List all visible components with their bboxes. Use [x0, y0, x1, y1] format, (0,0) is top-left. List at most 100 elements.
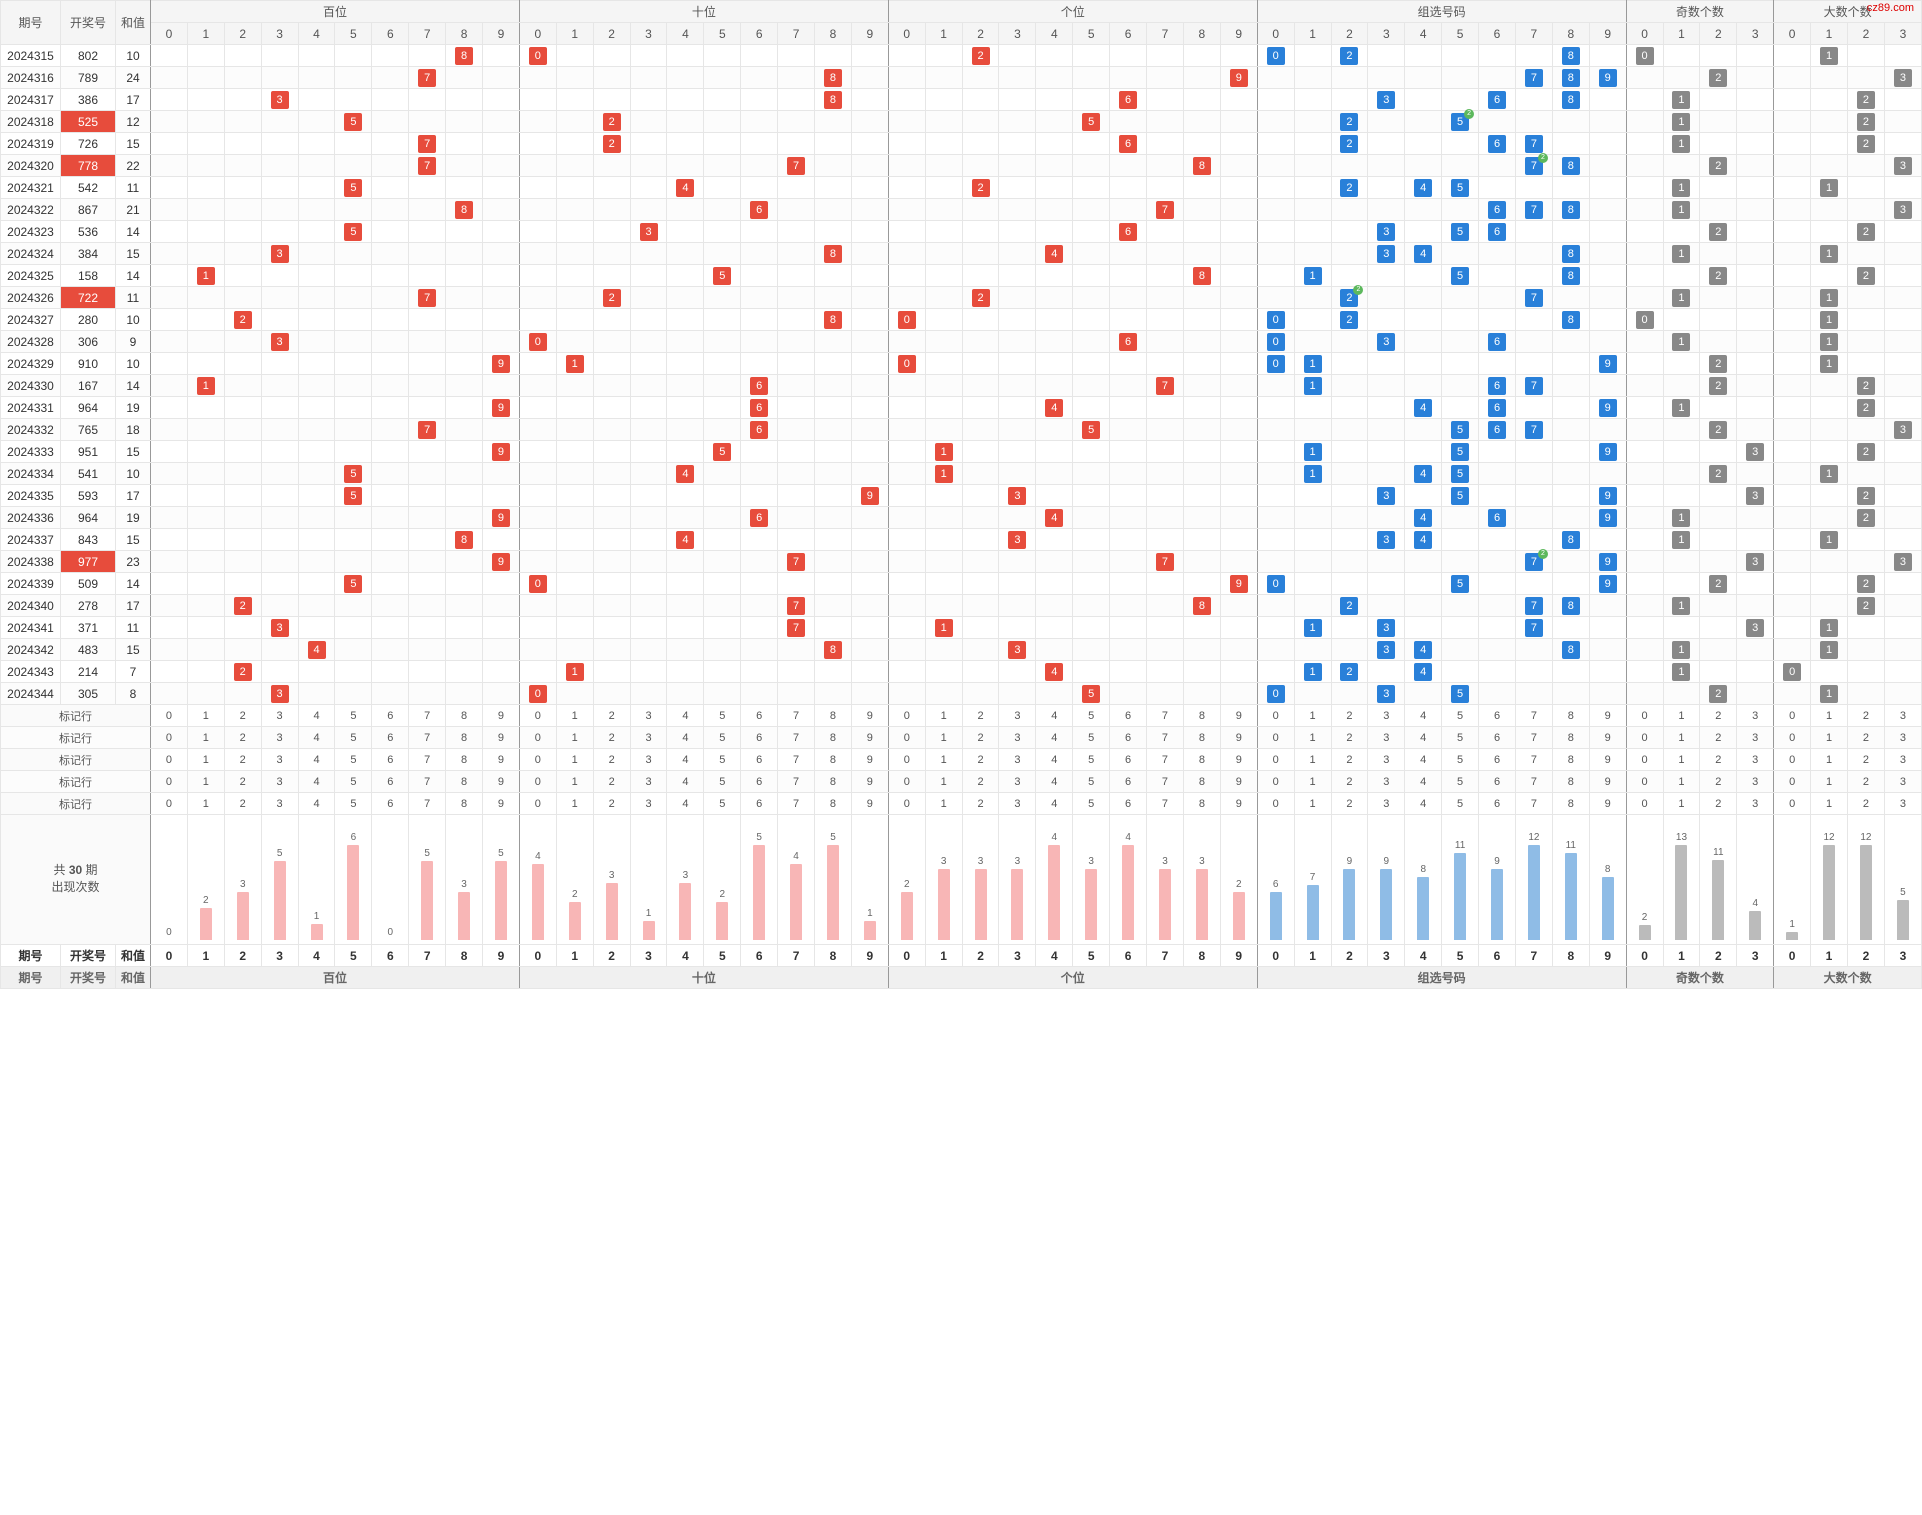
mark-cell[interactable]: 9	[851, 793, 888, 815]
mark-cell[interactable]: 3	[1884, 793, 1921, 815]
mark-cell[interactable]: 4	[298, 749, 335, 771]
mark-cell[interactable]: 2	[962, 771, 999, 793]
mark-cell[interactable]: 9	[1220, 771, 1257, 793]
mark-cell[interactable]: 3	[630, 793, 667, 815]
mark-cell[interactable]: 0	[151, 727, 188, 749]
mark-cell[interactable]: 5	[1073, 749, 1110, 771]
mark-cell[interactable]: 2	[593, 749, 630, 771]
mark-cell[interactable]: 5	[704, 749, 741, 771]
mark-cell[interactable]: 1	[925, 749, 962, 771]
mark-cell[interactable]: 5	[1442, 771, 1479, 793]
mark-cell[interactable]: 4	[667, 705, 704, 727]
mark-cell[interactable]: 8	[815, 793, 852, 815]
mark-cell[interactable]: 6	[741, 705, 778, 727]
mark-cell[interactable]: 4	[667, 749, 704, 771]
mark-cell[interactable]: 2	[1331, 793, 1368, 815]
mark-cell[interactable]: 8	[815, 771, 852, 793]
mark-cell[interactable]: 2	[1700, 749, 1737, 771]
mark-cell[interactable]: 6	[1479, 771, 1516, 793]
mark-cell[interactable]: 7	[778, 727, 815, 749]
mark-cell[interactable]: 2	[1331, 727, 1368, 749]
mark-cell[interactable]: 1	[556, 793, 593, 815]
mark-cell[interactable]: 0	[151, 793, 188, 815]
mark-cell[interactable]: 3	[1737, 771, 1774, 793]
mark-cell[interactable]: 0	[519, 705, 556, 727]
mark-cell[interactable]: 6	[372, 771, 409, 793]
mark-cell[interactable]: 9	[483, 793, 520, 815]
mark-cell[interactable]: 3	[630, 705, 667, 727]
mark-cell[interactable]: 6	[1110, 727, 1147, 749]
mark-cell[interactable]: 5	[1442, 727, 1479, 749]
mark-cell[interactable]: 6	[1110, 771, 1147, 793]
mark-cell[interactable]: 9	[1589, 793, 1626, 815]
mark-cell[interactable]: 8	[446, 793, 483, 815]
mark-cell[interactable]: 1	[1294, 705, 1331, 727]
mark-cell[interactable]: 4	[298, 705, 335, 727]
mark-cell[interactable]: 5	[1073, 771, 1110, 793]
mark-cell[interactable]: 2	[224, 771, 261, 793]
mark-cell[interactable]: 0	[1774, 705, 1811, 727]
mark-cell[interactable]: 8	[815, 705, 852, 727]
mark-cell[interactable]: 7	[409, 727, 446, 749]
mark-cell[interactable]: 0	[519, 749, 556, 771]
mark-cell[interactable]: 6	[372, 793, 409, 815]
mark-cell[interactable]: 5	[335, 705, 372, 727]
mark-cell[interactable]: 6	[1110, 705, 1147, 727]
mark-cell[interactable]: 0	[1774, 727, 1811, 749]
mark-cell[interactable]: 9	[1589, 705, 1626, 727]
mark-cell[interactable]: 0	[888, 705, 925, 727]
mark-cell[interactable]: 3	[1737, 705, 1774, 727]
mark-cell[interactable]: 6	[1479, 705, 1516, 727]
mark-cell[interactable]: 8	[446, 771, 483, 793]
mark-cell[interactable]: 0	[1774, 771, 1811, 793]
mark-cell[interactable]: 8	[1183, 771, 1220, 793]
mark-cell[interactable]: 6	[1110, 793, 1147, 815]
mark-cell[interactable]: 0	[1626, 727, 1663, 749]
mark-cell[interactable]: 9	[851, 727, 888, 749]
mark-cell[interactable]: 7	[1147, 771, 1184, 793]
mark-cell[interactable]: 9	[1589, 771, 1626, 793]
mark-cell[interactable]: 1	[1811, 705, 1848, 727]
mark-cell[interactable]: 3	[1368, 727, 1405, 749]
mark-cell[interactable]: 3	[261, 727, 298, 749]
mark-cell[interactable]: 7	[1515, 705, 1552, 727]
mark-cell[interactable]: 4	[667, 771, 704, 793]
mark-cell[interactable]: 0	[151, 771, 188, 793]
mark-cell[interactable]: 5	[335, 793, 372, 815]
mark-cell[interactable]: 2	[962, 727, 999, 749]
mark-cell[interactable]: 3	[1737, 793, 1774, 815]
mark-cell[interactable]: 0	[1626, 749, 1663, 771]
mark-cell[interactable]: 4	[1405, 749, 1442, 771]
mark-cell[interactable]: 3	[1737, 749, 1774, 771]
mark-cell[interactable]: 3	[1737, 727, 1774, 749]
mark-cell[interactable]: 3	[1368, 771, 1405, 793]
mark-cell[interactable]: 9	[483, 727, 520, 749]
mark-cell[interactable]: 8	[446, 727, 483, 749]
mark-cell[interactable]: 7	[1515, 749, 1552, 771]
mark-cell[interactable]: 9	[483, 749, 520, 771]
mark-cell[interactable]: 1	[1663, 705, 1700, 727]
mark-cell[interactable]: 9	[1589, 727, 1626, 749]
mark-cell[interactable]: 5	[335, 727, 372, 749]
mark-cell[interactable]: 4	[1036, 727, 1073, 749]
mark-cell[interactable]: 2	[593, 705, 630, 727]
mark-cell[interactable]: 1	[1811, 749, 1848, 771]
mark-cell[interactable]: 6	[372, 727, 409, 749]
mark-cell[interactable]: 3	[999, 793, 1036, 815]
mark-cell[interactable]: 3	[1884, 749, 1921, 771]
mark-cell[interactable]: 0	[888, 727, 925, 749]
mark-cell[interactable]: 8	[1552, 727, 1589, 749]
mark-cell[interactable]: 1	[1663, 727, 1700, 749]
mark-cell[interactable]: 5	[1073, 793, 1110, 815]
mark-cell[interactable]: 1	[556, 705, 593, 727]
mark-cell[interactable]: 3	[630, 749, 667, 771]
mark-cell[interactable]: 9	[1220, 749, 1257, 771]
mark-cell[interactable]: 2	[1331, 749, 1368, 771]
mark-cell[interactable]: 2	[224, 793, 261, 815]
mark-cell[interactable]: 1	[925, 793, 962, 815]
mark-cell[interactable]: 2	[224, 727, 261, 749]
mark-cell[interactable]: 0	[151, 749, 188, 771]
mark-cell[interactable]: 2	[1847, 793, 1884, 815]
mark-cell[interactable]: 1	[1294, 793, 1331, 815]
mark-cell[interactable]: 3	[1884, 705, 1921, 727]
